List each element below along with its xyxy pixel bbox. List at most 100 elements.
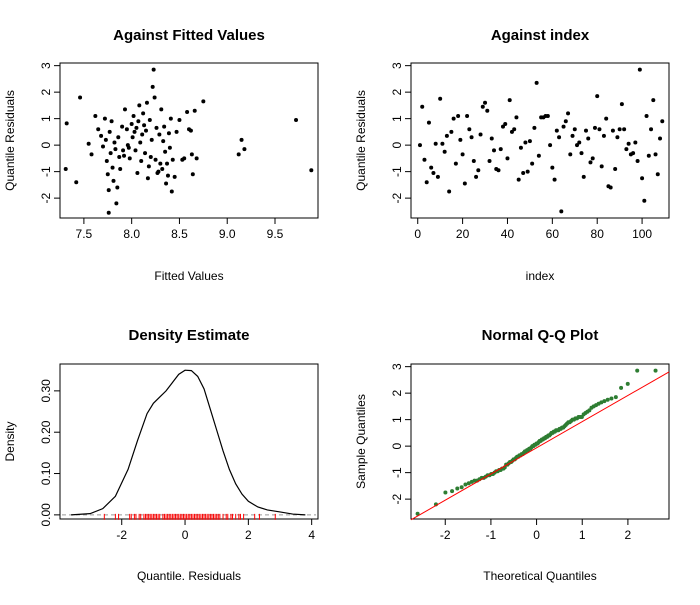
panel-fitted-point xyxy=(188,128,193,133)
panel-index-point xyxy=(525,169,530,174)
panel-density-y-tick-label: 0.10 xyxy=(39,462,53,486)
panel-fitted-point xyxy=(102,116,107,121)
panel-index-point xyxy=(637,67,642,72)
panel-qq-marks: -2 -1 0 1 2 -2 -1 0 1 2 3 xyxy=(390,363,670,542)
panel-qq-point xyxy=(415,511,420,516)
panel-fitted-point xyxy=(164,181,169,186)
panel-fitted-point xyxy=(158,161,163,166)
panel-fitted-point xyxy=(105,172,110,177)
panel-index-ylabel: Quantile Residuals xyxy=(354,90,368,191)
panel-fitted-point xyxy=(110,165,115,170)
panel-qq-point xyxy=(463,482,468,487)
panel-index-point xyxy=(534,80,539,85)
panel-index-point xyxy=(431,170,436,175)
panel-fitted-point xyxy=(139,159,144,164)
panel-qq-point xyxy=(609,396,614,401)
panel-fitted-point xyxy=(142,123,147,128)
panel-index-point xyxy=(653,152,658,157)
panel-index-point xyxy=(527,139,532,144)
panel-index-y-tick-label: 3 xyxy=(390,62,404,69)
panel-fitted-point xyxy=(166,131,171,136)
panel-fitted-point xyxy=(156,169,161,174)
panel-index-point xyxy=(586,136,591,141)
panel-index-point xyxy=(644,113,649,118)
panel-qq-y-tick-label: 3 xyxy=(390,363,404,370)
panel-fitted-point xyxy=(148,155,153,160)
panel-fitted-point xyxy=(127,156,132,161)
panel-index-point xyxy=(572,127,577,132)
panel-fitted-point xyxy=(168,116,173,121)
panel-index: Against index 0 20 40 60 80 100 -2 -1 0 1 2 3 index… xyxy=(354,27,670,283)
panel-qq-point xyxy=(599,400,604,405)
panel-qq-x-tick-label: -2 xyxy=(440,528,451,542)
panel-index-x-tick-label: 80 xyxy=(591,227,605,241)
panel-density-xlabel: Quantile. Residuals xyxy=(137,569,241,583)
panel-fitted-point xyxy=(106,188,111,193)
panel-density-title: Density Estimate xyxy=(129,327,250,344)
panel-fitted-point xyxy=(106,210,111,215)
panel-index-point xyxy=(604,116,609,121)
panel-fitted-point xyxy=(111,178,116,183)
panel-qq-point xyxy=(443,490,448,495)
panel-index-x-tick-label: 20 xyxy=(456,227,470,241)
panel-fitted-point xyxy=(131,113,136,118)
panel-index-point xyxy=(545,113,550,118)
panel-index-point xyxy=(471,159,476,164)
panel-index-point xyxy=(521,170,526,175)
panel-index-point xyxy=(610,128,615,133)
panel-fitted-point xyxy=(189,152,194,157)
panel-qq-point xyxy=(605,397,610,402)
panel-fitted-point xyxy=(192,108,197,113)
panel-fitted-point xyxy=(135,170,140,175)
panel-index-point xyxy=(487,159,492,164)
panel-index-point xyxy=(577,140,582,145)
panel-qq-reference-line xyxy=(410,371,670,521)
panel-index-point xyxy=(581,174,586,179)
panel-fitted-point xyxy=(170,157,175,162)
panel-index-point xyxy=(536,153,541,158)
panel-index-point xyxy=(599,164,604,169)
panel-index-point xyxy=(489,136,494,141)
panel-index-point xyxy=(426,120,431,125)
panel-qq-point xyxy=(625,381,630,386)
panel-qq-point xyxy=(653,368,658,373)
panel-index-point xyxy=(633,140,638,145)
panel-index-point xyxy=(422,157,427,162)
panel-index-point xyxy=(651,98,656,103)
panel-fitted-point xyxy=(136,119,141,124)
panel-index-point xyxy=(615,135,620,140)
panel-index-point xyxy=(474,174,479,179)
panel-index-point xyxy=(649,127,654,132)
panel-index-title: Against index xyxy=(491,27,590,44)
panel-qq-x-tick-label: -1 xyxy=(486,528,497,542)
panel-index-point xyxy=(575,143,580,148)
panel-qq-x-tick-label: 1 xyxy=(579,528,586,542)
panel-qq-point xyxy=(602,399,607,404)
panel-index-point xyxy=(559,209,564,214)
panel-fitted-point xyxy=(64,121,69,126)
panel-index-point xyxy=(530,161,535,166)
panel-fitted-point xyxy=(141,111,146,116)
panel-index-point xyxy=(417,143,422,148)
panel-index-point xyxy=(469,135,474,140)
panel-index-point xyxy=(476,168,481,173)
panel-index-point xyxy=(492,148,497,153)
panel-index-point xyxy=(646,153,651,158)
panel-index-point xyxy=(655,172,660,177)
panel-density: Density Estimate -2 0 2 4 0.00 0.10 0.20 0.30 Q… xyxy=(3,327,319,583)
panel-fitted-point xyxy=(78,95,83,100)
panel-fitted-point xyxy=(120,124,125,129)
panel-fitted-point xyxy=(126,145,131,150)
panel-index-y-tick-label: -1 xyxy=(390,166,404,177)
panel-fitted-point xyxy=(137,103,142,108)
panel-fitted-point xyxy=(116,135,121,140)
panel-index-x-tick-label: 60 xyxy=(546,227,560,241)
panel-index-point xyxy=(570,133,575,138)
panel-index-y-tick-label: 2 xyxy=(390,88,404,95)
panel-fitted-point xyxy=(190,172,195,177)
panel-fitted-point xyxy=(63,166,68,171)
panel-index-point xyxy=(588,160,593,165)
panel-qq-point xyxy=(619,385,624,390)
panel-fitted-point xyxy=(96,127,101,132)
